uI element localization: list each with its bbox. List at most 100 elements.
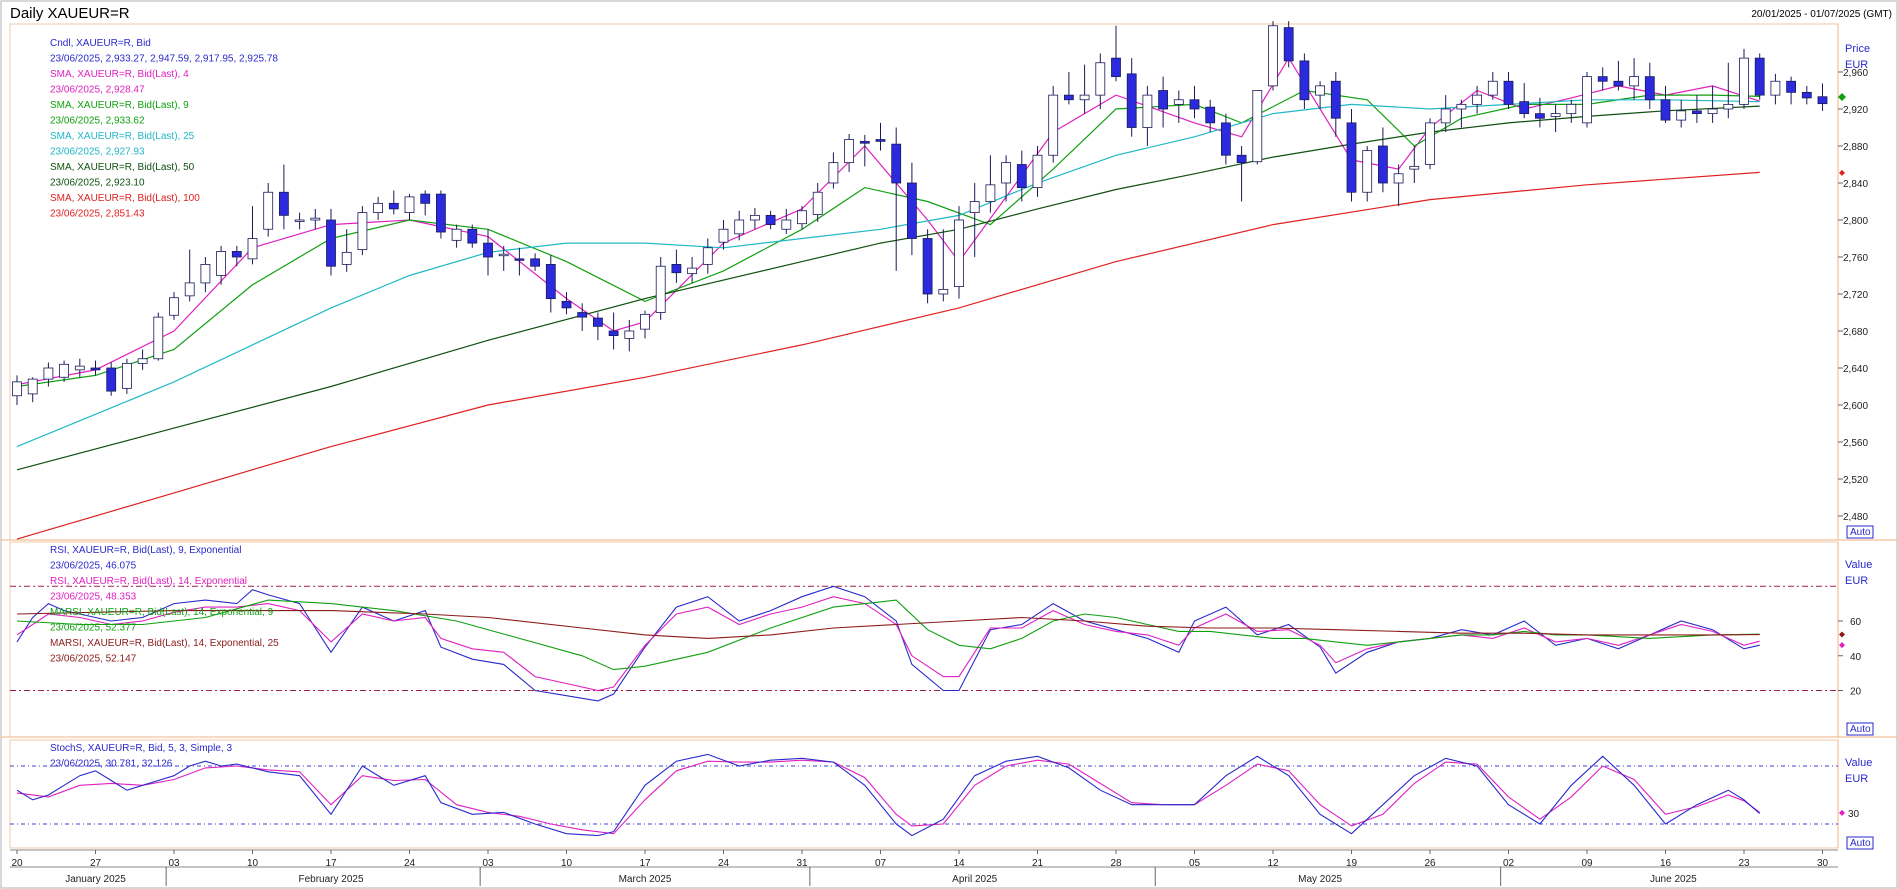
stoch-k-line (16, 753, 1761, 837)
candle (1095, 53, 1106, 109)
candle (1079, 64, 1090, 114)
candle-body-down (907, 182, 917, 239)
candle-body-up (169, 297, 179, 316)
candle-body-down (1801, 91, 1812, 99)
stoch-axis-label: Value (1845, 757, 1872, 769)
candle (781, 208, 792, 234)
price-legend-entry: 23/06/2025, 2,927.93 (50, 147, 145, 158)
candle (1315, 81, 1325, 109)
candle-body-down (90, 367, 101, 371)
x-day-label: 17 (325, 858, 337, 869)
x-axis: 20 27 03 10 17 24 03 10 17 24 31 07 14 21 28 05 12 19 26 02… (10, 849, 1838, 886)
candle (875, 122, 886, 151)
candle (1205, 99, 1216, 133)
candle-body-up (1142, 94, 1153, 128)
candle-body-up (702, 247, 713, 265)
x-day-label: 21 (1032, 858, 1044, 869)
candle (624, 319, 635, 352)
x-month-label: January 2025 (65, 874, 126, 885)
candle-body-down (1692, 110, 1702, 115)
candle-body-down (1016, 164, 1027, 189)
candle-body-up (310, 217, 321, 221)
candle (1503, 72, 1514, 109)
candle-body-down (1817, 96, 1828, 105)
candle-body-up (59, 363, 69, 378)
candle (483, 229, 493, 276)
candle (1707, 85, 1718, 123)
candle-body-down (1064, 94, 1074, 101)
x-day-label: 14 (953, 858, 965, 869)
price-auto-label: Auto (1850, 527, 1871, 538)
candle-body-down (593, 317, 603, 327)
candle-body-up (247, 238, 258, 260)
candle (200, 257, 211, 293)
candle-body-up (1676, 110, 1687, 121)
candle (1754, 53, 1765, 100)
candle-body-up (1268, 25, 1278, 87)
rsi-legend-entry: 23/06/2025, 46.075 (50, 561, 137, 572)
candle (922, 229, 933, 304)
panel-box-0 (9, 23, 1839, 541)
candle-body-down (435, 193, 446, 233)
stoch-tick-label: 30 (1848, 809, 1860, 820)
price-legend-entry: 23/06/2025, 2,928.47 (50, 85, 145, 96)
candle (985, 155, 996, 213)
candle-body-down (530, 258, 540, 267)
candle (1456, 99, 1467, 128)
candle (467, 224, 478, 248)
candle (954, 206, 964, 299)
candle-body-up (797, 210, 807, 225)
candle (1330, 72, 1341, 137)
candle-body-up (153, 316, 164, 360)
candle (1692, 95, 1702, 123)
candle-body-up (1440, 108, 1451, 124)
candle (1472, 85, 1482, 114)
candle-body-up (216, 251, 227, 276)
stoch-panel: StochS, XAUEUR=R, Bid, 5, 3, Simple, 3 23… (10, 743, 1874, 850)
candle-body-up (1582, 76, 1592, 124)
candle (1032, 146, 1043, 197)
candle-body-up (200, 263, 211, 284)
price-axis-currency: EUR (1845, 59, 1868, 71)
candle-body-up (1409, 165, 1420, 170)
candle (671, 249, 682, 283)
x-month-label: May 2025 (1298, 874, 1342, 885)
stoch-auto-button[interactable] (1846, 836, 1874, 850)
x-day-label: 24 (404, 858, 416, 869)
candle (43, 362, 54, 387)
candle-body-down (231, 251, 242, 258)
candle (373, 196, 384, 220)
candle (137, 349, 148, 370)
candle (90, 360, 101, 376)
candle-body-down (1503, 80, 1514, 105)
price-auto-button[interactable] (1846, 525, 1874, 539)
candle (169, 292, 179, 320)
rsi-legend-entry: RSI, XAUEUR=R, Bid(Last), 14, Exponentia… (50, 576, 247, 587)
candle-body-down (106, 367, 117, 392)
x-day-label: 03 (482, 858, 494, 869)
candle (1550, 104, 1561, 133)
candle (687, 257, 697, 283)
price-tick-label: 2,880 (1843, 142, 1868, 153)
candle-body-down (1660, 99, 1671, 121)
price-legend-entry: SMA, XAUEUR=R, Bid(Last), 9 (50, 100, 189, 111)
x-day-label: 27 (90, 858, 102, 869)
rsi-auto-button[interactable] (1846, 722, 1874, 736)
stoch-d-line (16, 759, 1761, 835)
candle-body-up (1566, 103, 1577, 115)
candle (1613, 60, 1624, 91)
price-legend-entry: 23/06/2025, 2,933.62 (50, 116, 145, 127)
candle-body-up (750, 214, 760, 221)
x-day-label: 24 (718, 858, 730, 869)
candle-body-down (608, 330, 619, 337)
candle-body-down (483, 242, 493, 258)
price-legend: Cndl, XAUEUR=R, Bid 23/06/2025, 2,933.27,… (50, 38, 278, 220)
x-month-label: March 2025 (619, 874, 672, 885)
candle-body-up (263, 191, 274, 230)
candle (1016, 150, 1027, 202)
candle-body-down (1283, 27, 1294, 62)
candle-body-up (1472, 94, 1482, 105)
rsi-panel: RSI, XAUEUR=R, Bid(Last), 9, Exponential… (10, 545, 1874, 736)
candle-body-down (1613, 80, 1624, 87)
candle-body-down (577, 312, 588, 318)
